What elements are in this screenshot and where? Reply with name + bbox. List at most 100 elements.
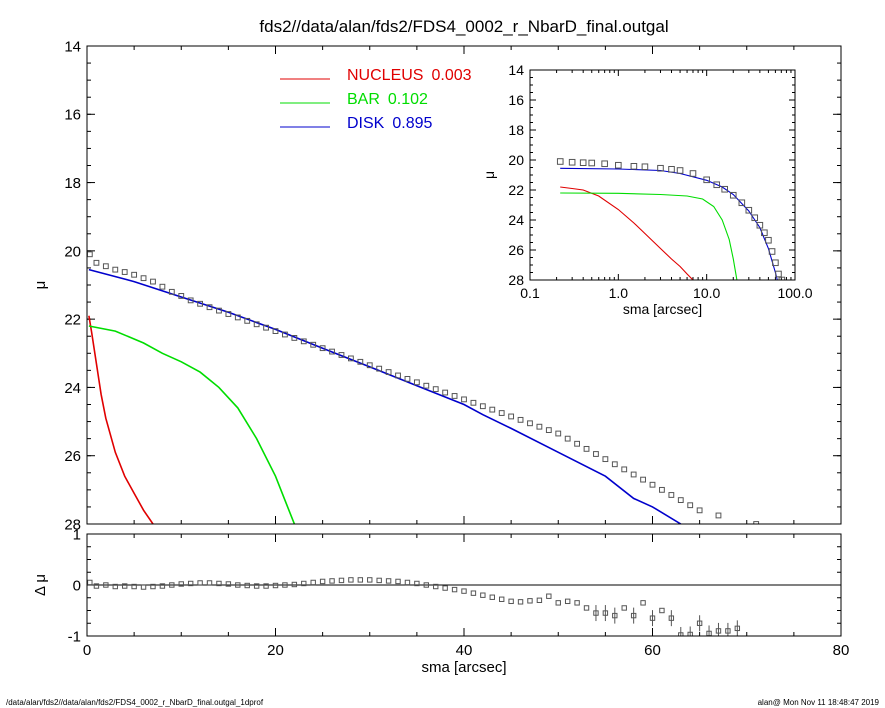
legend-entry-nucleus: NUCLEUS 0.003 bbox=[347, 67, 472, 84]
data-point bbox=[338, 352, 345, 358]
data-point bbox=[102, 263, 109, 270]
data-point bbox=[319, 578, 326, 585]
data-point bbox=[588, 159, 596, 167]
data-point bbox=[499, 596, 505, 602]
bar-line bbox=[560, 192, 738, 280]
data-point bbox=[357, 577, 364, 583]
y-tick-label: 28 bbox=[508, 272, 524, 288]
x-tick-label: 10.0 bbox=[693, 285, 720, 301]
data-point bbox=[508, 413, 515, 420]
data-point bbox=[555, 600, 561, 606]
data-point bbox=[253, 321, 260, 328]
y-tick-label: 24 bbox=[64, 380, 81, 397]
x-tick-label: 0.1 bbox=[520, 285, 540, 301]
data-point bbox=[291, 335, 298, 341]
data-point bbox=[630, 163, 638, 170]
data-point bbox=[272, 582, 279, 589]
data-point bbox=[206, 580, 213, 586]
data-point bbox=[168, 288, 175, 295]
data-point bbox=[329, 348, 335, 355]
data-point bbox=[756, 221, 764, 229]
data-point bbox=[536, 423, 543, 430]
data-point bbox=[253, 583, 260, 589]
x-axis-label: sma [arcsec] bbox=[421, 659, 506, 676]
disk-line bbox=[88, 268, 682, 524]
data-points bbox=[556, 158, 786, 280]
data-point bbox=[546, 593, 552, 599]
data-point bbox=[112, 583, 118, 590]
x-axis-label: sma [arcsec] bbox=[623, 301, 702, 317]
data-point bbox=[677, 497, 684, 504]
x-tick-label: 80 bbox=[833, 642, 850, 659]
data-point bbox=[395, 578, 401, 585]
y-tick-label: 26 bbox=[64, 448, 81, 465]
data-point bbox=[187, 297, 194, 304]
bar-line bbox=[88, 325, 296, 524]
data-point bbox=[461, 588, 467, 594]
data-point bbox=[564, 598, 571, 605]
footer-file-path: /data/alan/fds2//data/alan/fds2/FDS4_000… bbox=[6, 698, 264, 707]
data-point bbox=[761, 229, 768, 237]
data-point bbox=[338, 577, 345, 584]
data-point bbox=[385, 578, 392, 584]
data-point bbox=[366, 362, 373, 369]
data-point bbox=[225, 311, 232, 317]
data-point bbox=[517, 416, 524, 423]
data-point bbox=[574, 440, 581, 447]
data-point bbox=[775, 270, 782, 278]
data-point bbox=[556, 158, 564, 165]
data-point bbox=[197, 300, 203, 307]
data-point bbox=[216, 307, 222, 314]
data-point bbox=[140, 584, 147, 590]
data-point bbox=[263, 324, 269, 331]
data-point bbox=[159, 283, 166, 290]
data-point bbox=[489, 594, 495, 600]
data-points bbox=[87, 251, 760, 524]
data-point bbox=[178, 581, 184, 587]
data-point bbox=[150, 583, 156, 590]
data-point bbox=[159, 583, 166, 589]
x-tick-label: 0 bbox=[83, 642, 91, 659]
data-point bbox=[703, 176, 710, 184]
data-point bbox=[404, 579, 411, 586]
data-point bbox=[461, 396, 467, 403]
plot-frame bbox=[86, 533, 842, 637]
legend-name: NUCLEUS bbox=[347, 67, 423, 84]
data-point bbox=[527, 598, 533, 604]
data-point bbox=[376, 577, 382, 584]
footer-timestamp: alan@ Mon Nov 11 18:48:47 2019 bbox=[757, 698, 879, 707]
data-point bbox=[319, 345, 326, 352]
y-tick-label: 28 bbox=[64, 516, 81, 533]
data-point bbox=[244, 317, 251, 324]
y-tick-label: 1 bbox=[73, 526, 81, 543]
data-point bbox=[225, 581, 232, 587]
data-point bbox=[282, 582, 288, 588]
data-point bbox=[715, 512, 722, 519]
data-point bbox=[404, 375, 411, 382]
data-point bbox=[621, 466, 628, 473]
data-point bbox=[263, 583, 269, 589]
data-point bbox=[282, 331, 288, 338]
nucleus-line bbox=[88, 315, 154, 524]
data-points bbox=[87, 577, 741, 636]
data-point bbox=[301, 580, 307, 587]
y-tick-label: 18 bbox=[508, 122, 524, 138]
data-point bbox=[451, 586, 458, 593]
legend-value: 0.102 bbox=[388, 91, 428, 108]
data-point bbox=[310, 579, 316, 586]
data-point bbox=[536, 597, 543, 603]
main-panel: 14 16 18 20 22 24 26 28 μ bbox=[32, 38, 842, 533]
data-point bbox=[778, 276, 786, 280]
data-point bbox=[112, 266, 119, 273]
y-axis-label: μ bbox=[32, 281, 49, 290]
data-point bbox=[376, 365, 383, 372]
y-tick-label: 18 bbox=[64, 175, 81, 192]
data-point bbox=[602, 456, 609, 463]
data-point bbox=[140, 275, 147, 282]
data-point bbox=[122, 583, 128, 589]
data-point bbox=[640, 476, 646, 483]
data-point bbox=[772, 259, 779, 267]
data-point bbox=[93, 583, 100, 589]
data-point bbox=[649, 481, 656, 488]
